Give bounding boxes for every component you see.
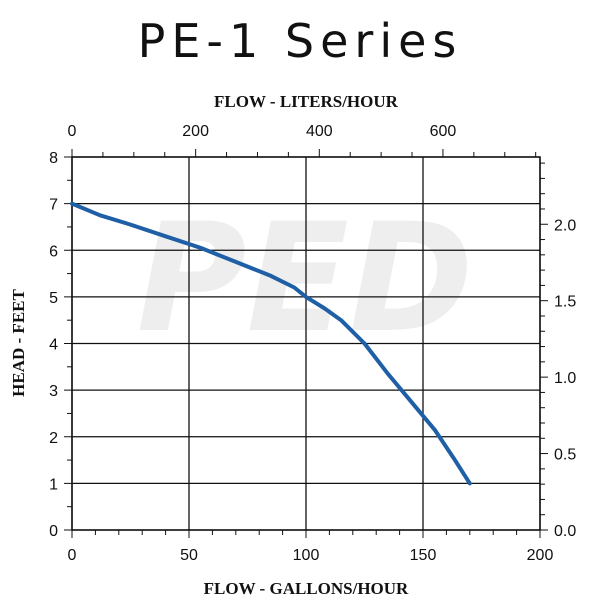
y-axis-title: HEAD - FEET xyxy=(9,289,28,397)
x2-tick-label: 200 xyxy=(182,123,209,140)
data-point xyxy=(468,481,472,485)
data-point xyxy=(292,286,296,290)
x-tick-label: 50 xyxy=(180,547,198,564)
y-tick-label: 5 xyxy=(49,290,58,307)
y-tick-label: 4 xyxy=(49,337,58,354)
x2-axis-title: FLOW - LITERS/HOUR xyxy=(214,92,399,111)
x-tick-label: 100 xyxy=(293,547,320,564)
data-point xyxy=(386,372,390,376)
data-point xyxy=(409,400,413,404)
y-tick-label: 2 xyxy=(49,430,58,447)
x-tick-label: 0 xyxy=(68,547,77,564)
x2-tick-label: 600 xyxy=(430,123,457,140)
x2-tick-label: 0 xyxy=(68,123,77,140)
y-tick-label: 7 xyxy=(49,197,58,214)
ticks xyxy=(64,149,548,538)
y2-tick-label: 0.0 xyxy=(554,523,576,540)
data-point xyxy=(70,202,74,206)
y-tick-label: 1 xyxy=(49,476,58,493)
data-point xyxy=(199,246,203,250)
page-title: PE-1 Series xyxy=(137,14,463,68)
data-point xyxy=(234,260,238,264)
data-point xyxy=(164,234,168,238)
x-tick-label: 150 xyxy=(410,547,437,564)
y-tick-label: 8 xyxy=(49,150,58,167)
data-point xyxy=(304,295,308,299)
data-point xyxy=(98,213,102,217)
data-point xyxy=(339,318,343,322)
y-tick-label: 3 xyxy=(49,383,58,400)
watermark-logo: PED xyxy=(137,192,474,366)
y2-tick-label: 2.0 xyxy=(554,217,576,234)
y2-tick-label: 1.5 xyxy=(554,294,576,311)
data-point xyxy=(269,274,273,278)
x-tick-label: 200 xyxy=(527,547,554,564)
series-line-pe1 xyxy=(70,201,472,486)
y-tick-label: 0 xyxy=(49,523,58,540)
data-point xyxy=(363,342,367,346)
y2-tick-label: 0.5 xyxy=(554,447,576,464)
y2-tick-label: 1.0 xyxy=(554,370,576,387)
x2-tick-label: 400 xyxy=(306,123,333,140)
data-point xyxy=(451,456,455,460)
x-axis-title: FLOW - GALLONS/HOUR xyxy=(204,579,409,598)
y-tick-label: 6 xyxy=(49,243,58,260)
data-point xyxy=(323,307,327,311)
data-point xyxy=(129,223,133,227)
data-point xyxy=(433,428,437,432)
